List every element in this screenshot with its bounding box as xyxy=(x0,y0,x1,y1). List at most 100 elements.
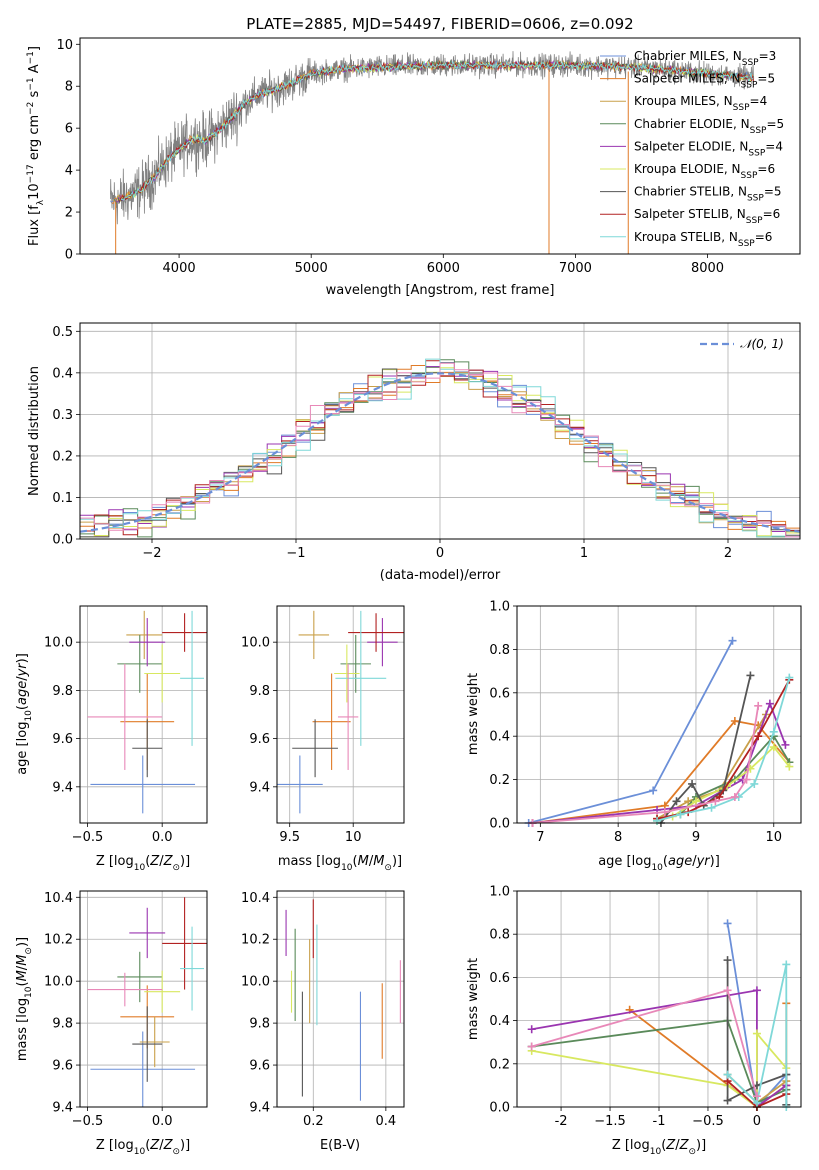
y-tick-label: 0 xyxy=(65,248,73,263)
weight-point-marker xyxy=(752,1029,761,1038)
x-tick-label: −1.5 xyxy=(594,1114,626,1129)
z-age-axes xyxy=(79,605,208,824)
x-tick-label: 4000 xyxy=(163,261,196,276)
y-tick-label: 10.0 xyxy=(241,636,270,651)
weight-point-marker xyxy=(750,779,759,788)
z-weight-xlabel: Z [log10(Z/Z⊙)] xyxy=(612,1138,706,1157)
x-tick-label: 10 xyxy=(345,830,362,845)
y-tick-label: 10.4 xyxy=(241,891,270,906)
x-tick-label: 7 xyxy=(536,830,544,845)
residuals-legend: 𝒩(0, 1) xyxy=(700,337,784,351)
weight-point-marker xyxy=(782,960,791,969)
y-tick-label: 9.6 xyxy=(52,1059,73,1074)
x-tick-label: -1 xyxy=(653,1114,666,1129)
y-tick-label: 9.4 xyxy=(249,780,270,795)
x-tick-label: 6000 xyxy=(427,261,460,276)
y-tick-label: 8 xyxy=(65,80,73,95)
x-tick-label: 1 xyxy=(580,546,588,561)
y-tick-label: 0.2 xyxy=(489,773,510,788)
residuals-ylabel: Normed distribution xyxy=(27,366,42,496)
gaussian-legend-label: 𝒩(0, 1) xyxy=(740,337,784,351)
spectrum-model-line xyxy=(119,59,755,202)
y-tick-label: 0.4 xyxy=(489,730,510,745)
y-tick-label: 0.8 xyxy=(489,928,510,943)
weight-point-marker xyxy=(765,699,774,708)
spectrum-data-line xyxy=(110,51,755,225)
weight-point-marker xyxy=(684,797,693,806)
y-tick-label: 0.4 xyxy=(52,366,73,381)
y-tick-label: 1.0 xyxy=(489,600,510,615)
legend-label: Chabrier ELODIE, NSSP=5 xyxy=(634,117,784,136)
weight-point-marker xyxy=(730,717,739,726)
age-weight-xlabel: age [log10(age/yr)] xyxy=(598,854,720,873)
x-tick-label: 8 xyxy=(614,830,622,845)
z-age-xlabel: Z [log10(Z/Z⊙)] xyxy=(96,854,190,873)
residuals-xlabel: (data-model)/error xyxy=(380,568,501,583)
y-tick-label: 10.2 xyxy=(241,933,270,948)
weight-point-marker xyxy=(527,1042,536,1051)
ebv-mass-panel: 0.2 0.4 9.4 9.6 9.8 10.0 10.2 10.4 E(B-V) xyxy=(241,890,405,1153)
y-tick-label: 0.3 xyxy=(52,408,73,423)
weight-point-marker xyxy=(769,743,778,752)
y-tick-label: 10.4 xyxy=(44,891,73,906)
legend-label: Salpeter STELIB, NSSP=6 xyxy=(634,207,780,226)
legend-label: Kroupa MILES, NSSP=4 xyxy=(634,94,767,113)
x-tick-label: 0 xyxy=(436,546,444,561)
x-tick-label: 0.0 xyxy=(152,1114,173,1129)
x-tick-label: −0.5 xyxy=(72,1114,104,1129)
weight-point-marker xyxy=(723,1096,732,1105)
y-tick-label: 1.0 xyxy=(489,885,510,900)
ebv-mass-xlabel: E(B-V) xyxy=(320,1138,360,1153)
legend-label: Kroupa ELODIE, NSSP=6 xyxy=(634,162,775,181)
weight-series-line xyxy=(660,675,752,824)
x-tick-label: −2 xyxy=(142,546,161,561)
weight-point-marker xyxy=(723,956,732,965)
y-tick-label: 0.1 xyxy=(52,491,73,506)
x-tick-label: 0.0 xyxy=(152,830,173,845)
x-tick-label: 10 xyxy=(765,830,782,845)
y-tick-label: 4 xyxy=(65,164,73,179)
x-tick-label: 0 xyxy=(753,1114,761,1129)
z-mass-axes xyxy=(79,890,208,1108)
y-tick-label: 0.4 xyxy=(489,1014,510,1029)
y-tick-label: 9.6 xyxy=(249,1059,270,1074)
weight-point-marker xyxy=(723,1070,732,1079)
weight-point-marker xyxy=(754,732,763,741)
weight-point-marker xyxy=(649,786,658,795)
weight-point-marker xyxy=(752,1092,761,1101)
z-mass-panel: −0.5 0.0 9.4 9.6 9.8 10.0 10.2 10.4 Z [log10(Z/… xyxy=(15,890,208,1157)
z-mass-ylabel: mass [log10(M/M⊙)] xyxy=(15,937,34,1061)
weight-point-marker xyxy=(728,636,737,645)
weight-point-marker xyxy=(527,1025,536,1034)
x-tick-label: −0.5 xyxy=(692,1114,724,1129)
y-tick-label: 9.8 xyxy=(249,684,270,699)
weight-point-marker xyxy=(752,986,761,995)
histogram-step xyxy=(79,362,801,539)
weight-point-marker xyxy=(723,986,732,995)
z-weight-panel: -2 −1.5 -1 −0.5 0 0.0 0.2 0.4 0.6 0.8 1.0 Z [log10… xyxy=(466,885,802,1157)
y-tick-label: 10.2 xyxy=(44,933,73,948)
y-tick-label: 0.0 xyxy=(52,533,73,548)
ebv-mass-axes xyxy=(276,890,405,1108)
y-tick-label: 0.5 xyxy=(52,325,73,340)
x-tick-label: 7000 xyxy=(559,261,592,276)
weight-point-marker xyxy=(676,810,685,819)
weight-series-line xyxy=(726,964,788,1107)
z-age-panel: −0.5 0.0 9.4 9.6 9.8 10.0 Z [log10(Z/Z⊙)] age… xyxy=(15,605,208,873)
weight-point-marker xyxy=(711,797,720,806)
y-tick-label: 0.8 xyxy=(489,643,510,658)
x-tick-label: −0.5 xyxy=(72,830,104,845)
y-tick-label: 10.0 xyxy=(44,636,73,651)
legend-label: Salpeter MILES, NSSP=5 xyxy=(634,72,775,91)
weight-series-line xyxy=(532,705,760,824)
mass-age-xlabel: mass [log10(M/M⊙)] xyxy=(278,854,402,873)
y-tick-label: 6 xyxy=(65,122,73,137)
z-age-ylabel: age [log10(age/yr)] xyxy=(15,653,34,775)
x-tick-label: 0.4 xyxy=(376,1114,397,1129)
y-tick-label: 9.4 xyxy=(249,1101,270,1116)
weight-point-marker xyxy=(746,671,755,680)
spectrum-axes xyxy=(79,37,801,255)
weight-point-marker xyxy=(672,797,681,806)
y-tick-label: 2 xyxy=(65,206,73,221)
